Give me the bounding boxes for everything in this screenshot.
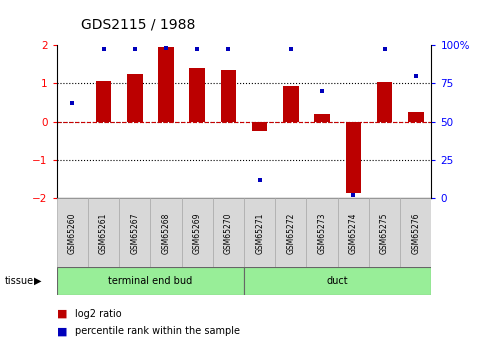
Point: [193, 47, 201, 52]
Point: [256, 177, 264, 183]
Bar: [315, 114, 330, 122]
Point: [224, 47, 232, 52]
Bar: [377, 82, 392, 122]
Bar: [119, 198, 150, 267]
Text: GSM65260: GSM65260: [68, 212, 77, 254]
Text: GSM65273: GSM65273: [317, 212, 326, 254]
Text: GSM65267: GSM65267: [130, 212, 139, 254]
Bar: [244, 267, 431, 295]
Text: duct: duct: [327, 276, 349, 286]
Bar: [127, 73, 142, 122]
Text: GDS2115 / 1988: GDS2115 / 1988: [81, 17, 196, 31]
Bar: [221, 70, 236, 122]
Text: GSM65268: GSM65268: [162, 212, 171, 254]
Bar: [346, 122, 361, 193]
Text: terminal end bud: terminal end bud: [108, 276, 192, 286]
Text: ▶: ▶: [34, 276, 41, 286]
Text: GSM65275: GSM65275: [380, 212, 389, 254]
Bar: [408, 112, 423, 122]
Text: tissue: tissue: [5, 276, 34, 286]
Bar: [158, 47, 174, 122]
Text: GSM65270: GSM65270: [224, 212, 233, 254]
Point: [381, 47, 388, 52]
Point: [100, 47, 107, 52]
Bar: [88, 198, 119, 267]
Point: [162, 45, 170, 51]
Bar: [189, 68, 205, 122]
Point: [287, 47, 295, 52]
Point: [131, 47, 139, 52]
Text: log2 ratio: log2 ratio: [75, 309, 122, 319]
Point: [412, 73, 420, 78]
Text: percentile rank within the sample: percentile rank within the sample: [75, 326, 241, 336]
Point: [350, 193, 357, 198]
Text: GSM65276: GSM65276: [411, 212, 420, 254]
Bar: [283, 86, 299, 122]
Text: ■: ■: [57, 326, 67, 336]
Bar: [338, 198, 369, 267]
Point: [318, 88, 326, 94]
Bar: [150, 198, 181, 267]
Text: GSM65271: GSM65271: [255, 212, 264, 254]
Text: GSM65269: GSM65269: [193, 212, 202, 254]
Bar: [307, 198, 338, 267]
Bar: [57, 267, 244, 295]
Bar: [181, 198, 213, 267]
Bar: [400, 198, 431, 267]
Bar: [275, 198, 307, 267]
Bar: [244, 198, 275, 267]
Bar: [96, 81, 111, 122]
Bar: [252, 122, 267, 131]
Text: GSM65272: GSM65272: [286, 212, 295, 254]
Point: [69, 100, 76, 106]
Text: GSM65274: GSM65274: [349, 212, 358, 254]
Bar: [213, 198, 244, 267]
Bar: [57, 198, 88, 267]
Text: ■: ■: [57, 309, 67, 319]
Text: GSM65261: GSM65261: [99, 212, 108, 254]
Bar: [369, 198, 400, 267]
